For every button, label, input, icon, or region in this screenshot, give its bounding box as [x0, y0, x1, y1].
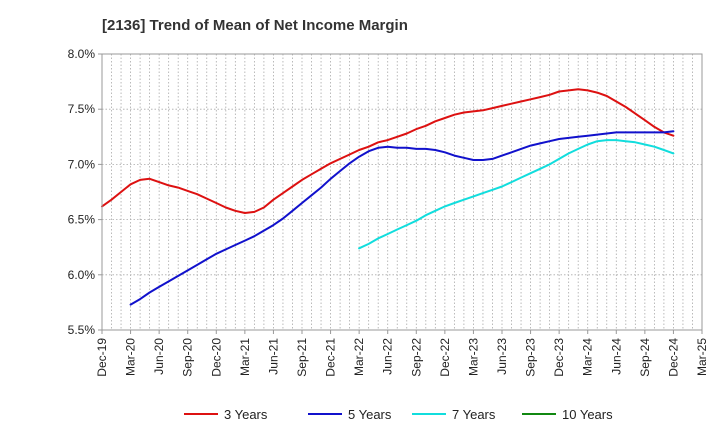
x-tick-label: Mar-24: [581, 338, 595, 376]
x-tick-label: Mar-21: [238, 338, 252, 376]
x-tick-label: Sep-24: [638, 338, 652, 377]
x-tick-label: Sep-21: [295, 338, 309, 377]
x-tick-label: Jun-22: [381, 338, 395, 375]
x-tick-label: Mar-23: [466, 338, 480, 376]
series-line-5-years: [129, 130, 675, 306]
x-tick-label: Jun-21: [266, 338, 280, 375]
x-tick-label: Dec-20: [209, 338, 223, 377]
x-tick-label: Dec-21: [324, 338, 338, 377]
y-tick-label: 7.0%: [68, 157, 96, 171]
legend-label: 5 Years: [348, 407, 392, 422]
plot-area-frame: [101, 53, 703, 331]
x-tick-label: Sep-23: [524, 338, 538, 377]
legend-label: 3 Years: [224, 407, 268, 422]
x-tick-label: Dec-19: [95, 338, 109, 377]
legend-label: 7 Years: [452, 407, 496, 422]
x-tick-label: Dec-22: [438, 338, 452, 377]
series-line-3-years: [101, 88, 675, 214]
y-tick-label: 6.0%: [68, 268, 96, 282]
y-tick-label: 6.5%: [68, 213, 96, 227]
y-tick-label: 5.5%: [68, 323, 96, 337]
series-layer: [101, 88, 675, 306]
x-tick-label: Jun-23: [495, 338, 509, 375]
x-axis-ticks: Dec-19 Mar-20 Jun-20 Sep-20 Dec-20 Mar-21 Jun-…: [95, 330, 709, 377]
x-tick-label: Sep-20: [181, 338, 195, 377]
x-tick-label: Sep-22: [409, 338, 423, 377]
x-tick-label: Mar-20: [124, 338, 138, 376]
x-tick-label: Mar-25: [695, 338, 709, 376]
series-line-7-years: [358, 139, 675, 250]
y-tick-label: 7.5%: [68, 102, 96, 116]
legend: 3 Years 5 Years 7 Years 10 Years: [184, 407, 613, 422]
x-tick-label: Mar-22: [352, 338, 366, 376]
chart-title: [2136] Trend of Mean of Net Income Margi…: [102, 17, 408, 34]
legend-label: 10 Years: [562, 407, 613, 422]
x-tick-label: Dec-24: [666, 338, 680, 377]
y-axis-ticks: 5.5% 6.0% 6.5% 7.0% 7.5% 8.0%: [68, 47, 102, 337]
x-tick-label: Jun-20: [152, 338, 166, 375]
y-tick-label: 8.0%: [68, 47, 96, 61]
x-tick-label: Dec-23: [552, 338, 566, 377]
x-tick-label: Jun-24: [609, 338, 623, 375]
